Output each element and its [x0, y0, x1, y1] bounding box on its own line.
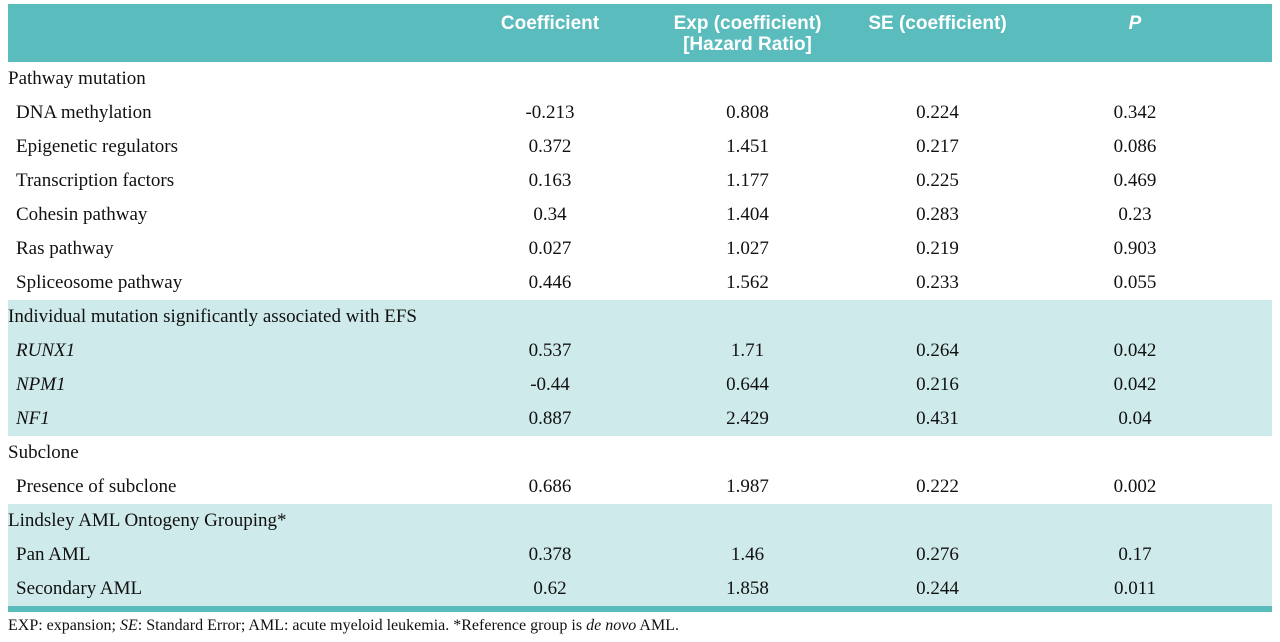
header-empty-cell: [8, 13, 435, 62]
table-header-row: Coefficient Exp (coefficient) [Hazard Ra…: [8, 4, 1272, 62]
row-label: Transcription factors: [16, 170, 175, 191]
cell-se-coefficient: 0.244: [916, 578, 959, 599]
footnote-segment: de novo: [586, 617, 637, 634]
cell-coefficient: 0.537: [528, 340, 572, 361]
cell-coefficient: 0.34: [533, 204, 567, 225]
cell-se-coefficient: 0.264: [916, 340, 959, 361]
cell-coefficient: 0.378: [528, 544, 572, 565]
table-row: Spliceosome pathway 0.446 1.562 0.233 0.055: [8, 266, 1272, 300]
row-label: DNA methylation: [16, 102, 152, 123]
row-label: NF1: [16, 408, 50, 429]
table-bottom-rule: [8, 606, 1272, 612]
cell-coefficient: 0.372: [528, 136, 572, 157]
row-label: Spliceosome pathway: [16, 272, 183, 293]
header-exp-line1: Exp (coefficient): [673, 13, 822, 34]
cell-se-coefficient: 0.219: [916, 238, 959, 259]
cell-exp-coefficient: 1.562: [726, 272, 769, 293]
table-row: Ras pathway 0.027 1.027 0.219 0.903: [8, 232, 1272, 266]
row-label: Pan AML: [16, 544, 91, 565]
cell-coefficient: -0.44: [530, 374, 570, 395]
row-label: Cohesin pathway: [16, 204, 148, 225]
section-header-row: Pathway mutation: [8, 62, 1272, 96]
cell-coefficient: -0.213: [525, 102, 575, 123]
cell-se-coefficient: 0.283: [916, 204, 959, 225]
cell-coefficient: 0.887: [528, 408, 572, 429]
cell-p-value: 0.342: [1113, 102, 1157, 123]
cell-se-coefficient: 0.217: [916, 136, 959, 157]
table-footnote: EXP: expansion; SE: Standard Error; AML:…: [8, 612, 1272, 637]
cell-p-value: 0.042: [1113, 340, 1157, 361]
section-title: Subclone: [8, 442, 79, 463]
row-label: RUNX1: [16, 340, 76, 361]
table-row: Presence of subclone 0.686 1.987 0.222 0.002: [8, 470, 1272, 504]
cell-se-coefficient: 0.224: [916, 102, 959, 123]
cell-exp-coefficient: 2.429: [726, 408, 769, 429]
table-row: Cohesin pathway 0.34 1.404 0.283 0.23: [8, 198, 1272, 232]
cell-exp-coefficient: 0.808: [726, 102, 769, 123]
table-row: NF1 0.887 2.429 0.431 0.04: [8, 402, 1272, 436]
table-row: Transcription factors 0.163 1.177 0.225 0.46…: [8, 164, 1272, 198]
cell-p-value: 0.17: [1118, 544, 1152, 565]
footnote-segment: : Standard Error; AML: acute myeloid leu…: [137, 617, 587, 634]
cell-exp-coefficient: 1.451: [726, 136, 769, 157]
cell-p-value: 0.469: [1113, 170, 1157, 191]
table-row: Pan AML 0.378 1.46 0.276 0.17: [8, 538, 1272, 572]
cell-coefficient: 0.686: [528, 476, 572, 497]
cell-exp-coefficient: 1.46: [730, 544, 765, 565]
cell-exp-coefficient: 1.71: [730, 340, 765, 361]
section-title: Individual mutation significantly associ…: [8, 306, 417, 327]
header-exp-coefficient: Exp (coefficient) [Hazard Ratio]: [665, 13, 830, 62]
table-body: Pathway mutation DNA methylation -0.213 0.8…: [8, 62, 1272, 606]
cell-se-coefficient: 0.276: [916, 544, 959, 565]
footnote-segment: SE: [120, 617, 138, 634]
cell-p-value: 0.23: [1118, 204, 1152, 225]
section-title: Pathway mutation: [8, 68, 146, 89]
cell-exp-coefficient: 1.177: [726, 170, 769, 191]
cell-p-value: 0.903: [1113, 238, 1157, 259]
row-label: NPM1: [16, 374, 66, 395]
row-label: Epigenetic regulators: [16, 136, 178, 157]
cell-coefficient: 0.027: [528, 238, 572, 259]
row-label: Secondary AML: [16, 578, 143, 599]
section-header-row: Individual mutation significantly associ…: [8, 300, 1272, 334]
table-row: RUNX1 0.537 1.71 0.264 0.042: [8, 334, 1272, 368]
header-coefficient: Coefficient: [500, 13, 600, 34]
cell-p-value: 0.086: [1113, 136, 1157, 157]
cell-se-coefficient: 0.216: [916, 374, 959, 395]
footnote-segment: EXP: expansion;: [8, 617, 120, 634]
cell-se-coefficient: 0.222: [916, 476, 959, 497]
cell-coefficient: 0.62: [533, 578, 567, 599]
cell-coefficient: 0.163: [528, 170, 572, 191]
cell-p-value: 0.011: [1113, 578, 1157, 599]
cell-exp-coefficient: 1.404: [726, 204, 769, 225]
cell-se-coefficient: 0.225: [916, 170, 959, 191]
row-label: Ras pathway: [16, 238, 114, 259]
cell-p-value: 0.042: [1113, 374, 1157, 395]
table-row: NPM1 -0.44 0.644 0.216 0.042: [8, 368, 1272, 402]
table-row: Epigenetic regulators 0.372 1.451 0.217 0.08…: [8, 130, 1272, 164]
footnote-segment: AML.: [636, 617, 679, 634]
cell-se-coefficient: 0.233: [916, 272, 959, 293]
section-header-row: Subclone: [8, 436, 1272, 470]
header-p-value: P: [1128, 13, 1142, 34]
cell-exp-coefficient: 1.858: [726, 578, 769, 599]
cell-coefficient: 0.446: [528, 272, 572, 293]
cell-p-value: 0.055: [1113, 272, 1157, 293]
section-title: Lindsley AML Ontogeny Grouping*: [8, 510, 287, 531]
row-label: Presence of subclone: [16, 476, 177, 497]
table-row: DNA methylation -0.213 0.808 0.224 0.342: [8, 96, 1272, 130]
cell-se-coefficient: 0.431: [916, 408, 959, 429]
cell-exp-coefficient: 0.644: [726, 374, 769, 395]
cell-exp-coefficient: 1.027: [726, 238, 769, 259]
header-exp-line2: [Hazard Ratio]: [683, 34, 812, 55]
header-se-coefficient: SE (coefficient): [868, 13, 1007, 34]
cell-p-value: 0.04: [1118, 408, 1152, 429]
cell-p-value: 0.002: [1113, 476, 1157, 497]
table-row: Secondary AML 0.62 1.858 0.244 0.011: [8, 572, 1272, 606]
cell-exp-coefficient: 1.987: [726, 476, 769, 497]
section-header-row: Lindsley AML Ontogeny Grouping*: [8, 504, 1272, 538]
